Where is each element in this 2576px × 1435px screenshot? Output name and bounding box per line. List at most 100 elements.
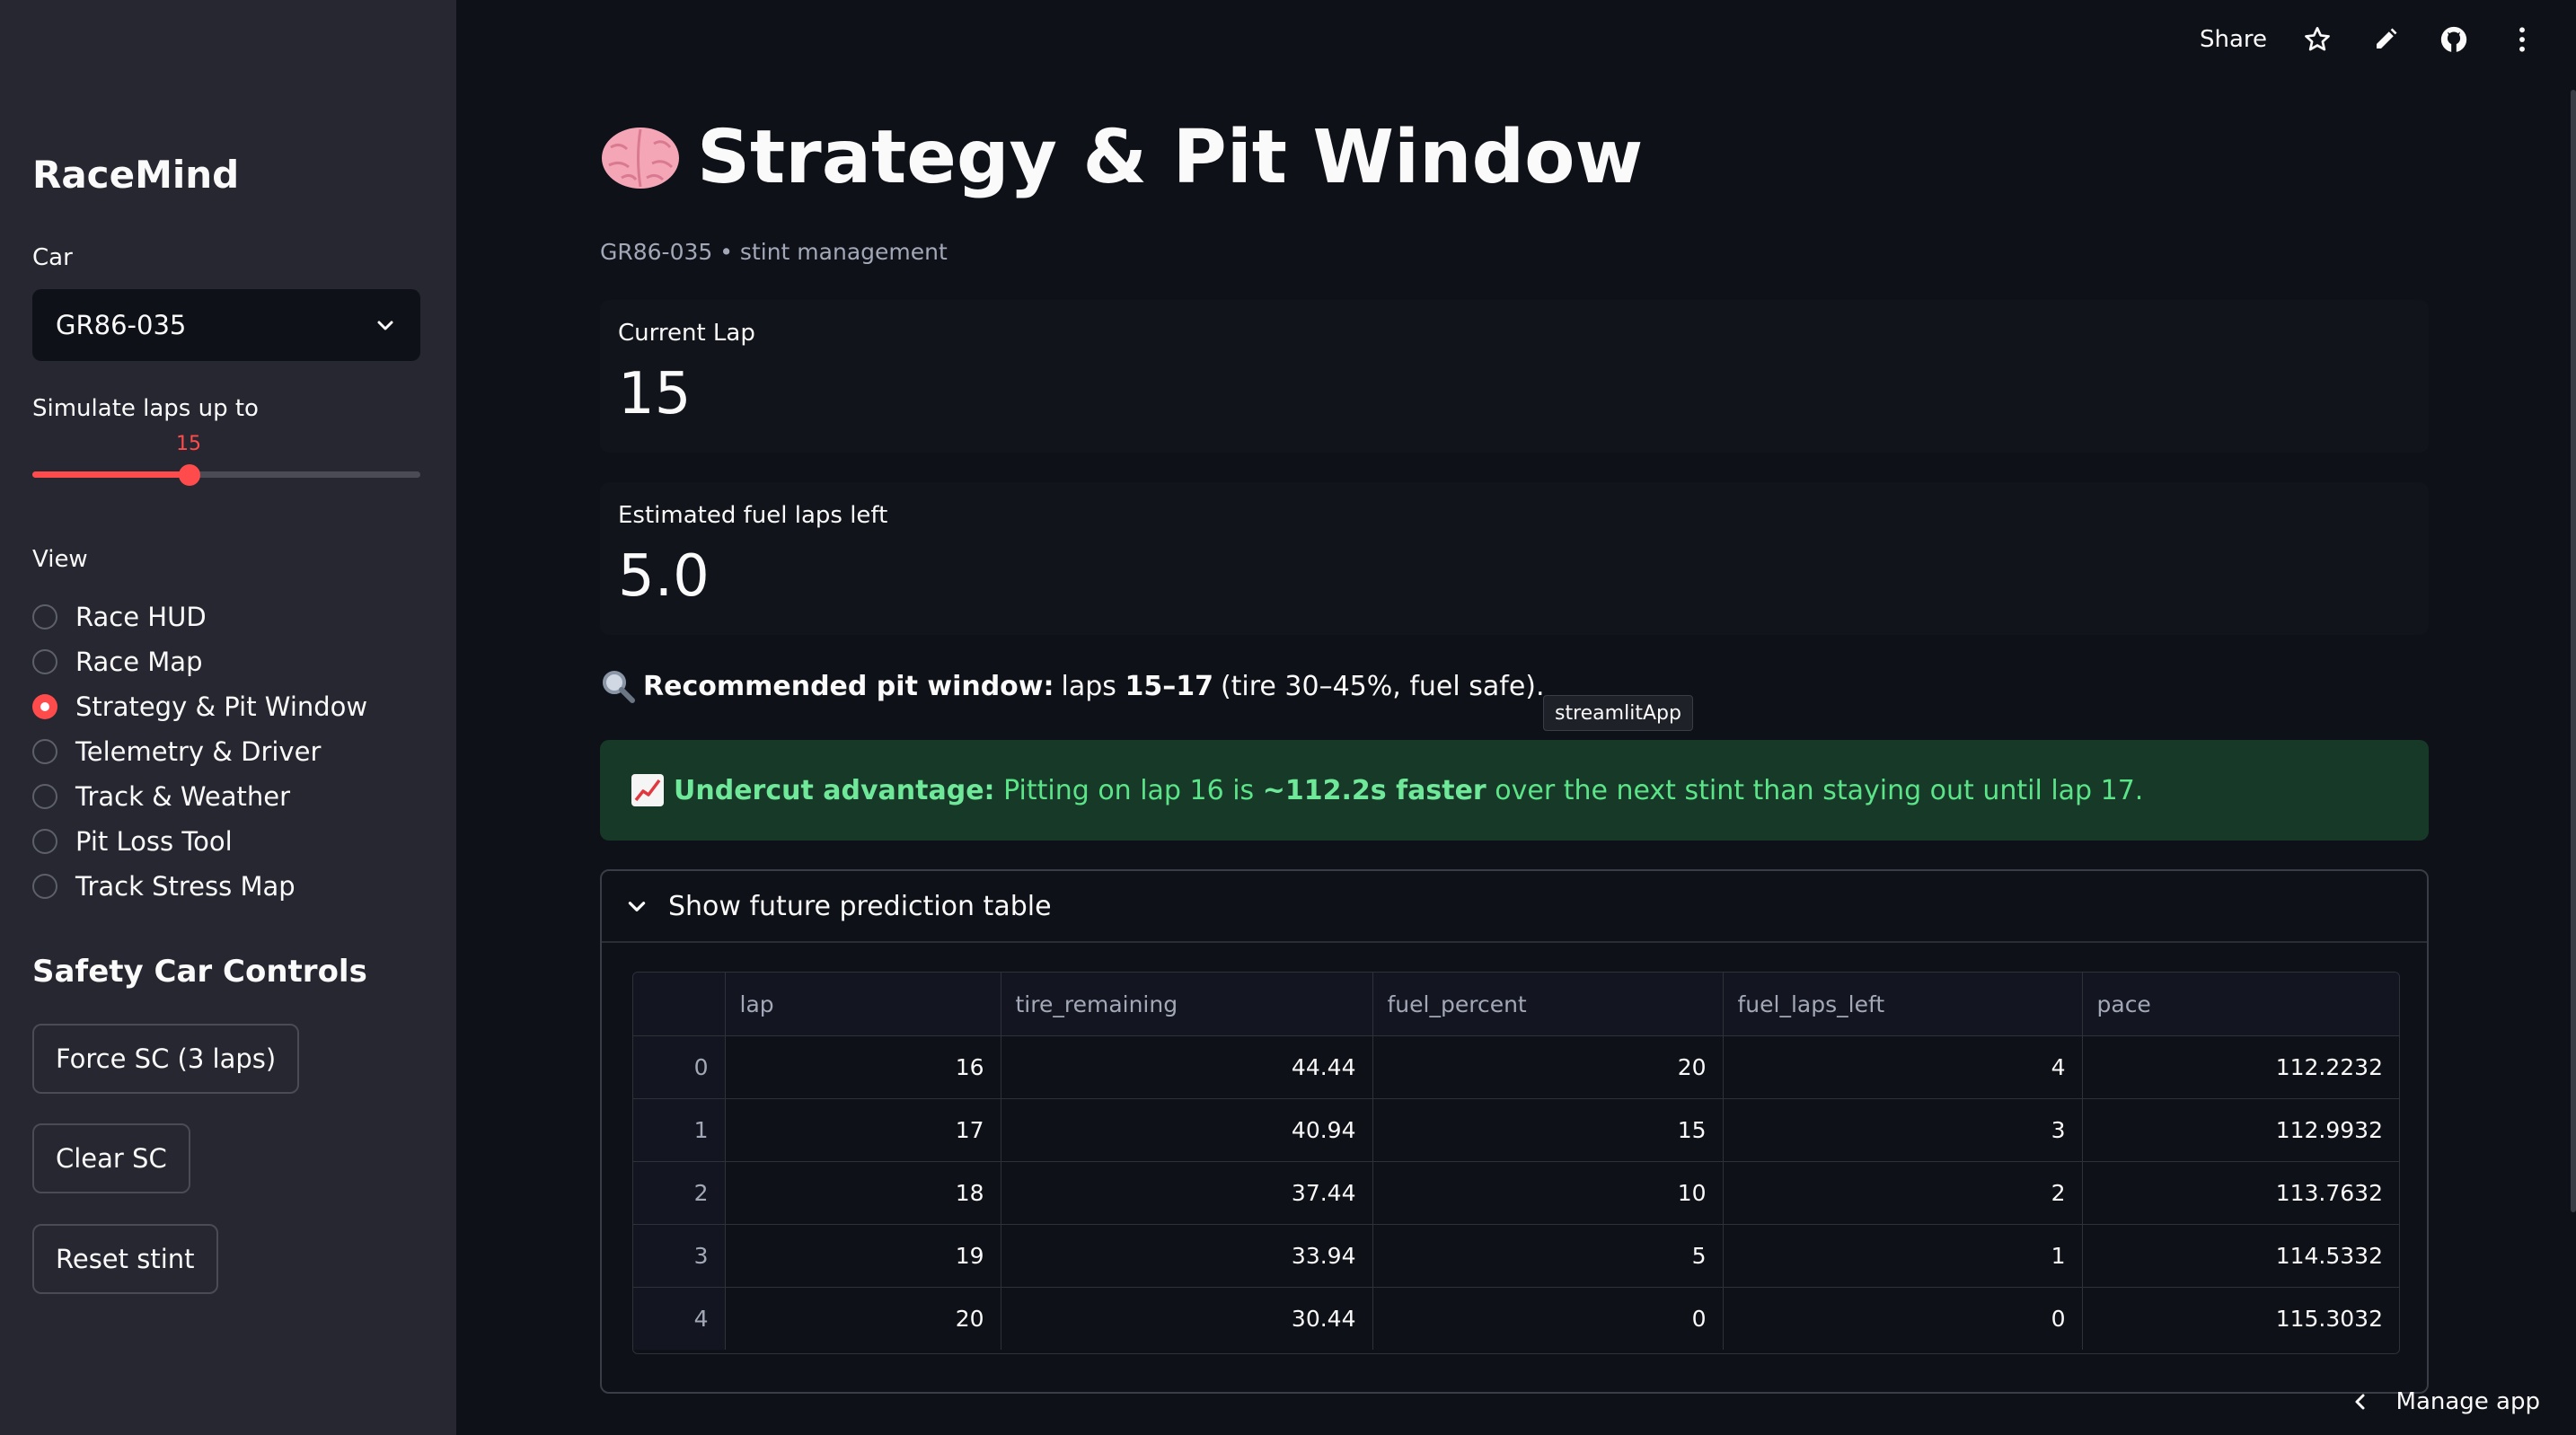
pit-window-recommendation: Recommended pit window: laps 15–17 (tire… [600,668,1545,704]
radio-label: Pit Loss Tool [75,826,233,857]
recommendation-pre: laps [1061,670,1116,702]
cell-fuel-laps-left[interactable]: 0 [1723,1287,2083,1350]
cell-tire-remaining[interactable]: 44.44 [1001,1035,1373,1099]
view-label: View [32,546,88,573]
page-title-text: Strategy & Pit Window [697,115,1644,200]
share-button[interactable]: Share [2199,26,2267,53]
cell-pace[interactable]: 113.7632 [2082,1161,2399,1225]
cell-fuel-percent[interactable]: 15 [1372,1098,1724,1162]
page-scrollbar[interactable] [2571,90,2576,1212]
force-sc-button[interactable]: Force SC (3 laps) [32,1024,300,1094]
metric-fuel-laps-left: Estimated fuel laps left 5.0 [600,482,2429,635]
radio-race-hud[interactable]: Race HUD [32,594,367,639]
radio-track-stress-map[interactable]: Track Stress Map [32,864,367,909]
table-row: 0 16 44.44 20 4 112.2232 [633,1035,2399,1099]
star-icon[interactable] [2299,22,2335,57]
radio-button-selected[interactable] [32,694,57,719]
radio-label: Race HUD [75,602,207,632]
safety-car-heading: Safety Car Controls [32,954,367,990]
radio-button[interactable] [32,739,57,764]
cell-fuel-laps-left[interactable]: 3 [1723,1098,2083,1162]
radio-race-map[interactable]: Race Map [32,639,367,684]
table-row: 2 18 37.44 10 2 113.7632 [633,1161,2399,1225]
undercut-label: Undercut advantage: [674,774,995,806]
prediction-table[interactable]: lap tire_remaining fuel_percent fuel_lap… [632,972,2400,1354]
car-select[interactable]: GR86-035 [32,289,420,361]
github-icon[interactable] [2436,22,2472,57]
radio-button[interactable] [32,604,57,629]
chevron-down-icon [628,902,646,911]
table-row: 1 17 40.94 15 3 112.9932 [633,1098,2399,1162]
cell-fuel-percent[interactable]: 10 [1372,1161,1724,1225]
cell-tire-remaining[interactable]: 37.44 [1001,1161,1373,1225]
view-radio-group: Race HUD Race Map Strategy & Pit Window … [32,594,367,909]
column-header-fuel-percent[interactable]: fuel_percent [1372,973,1724,1036]
radio-button[interactable] [32,784,57,809]
edit-icon[interactable] [2368,22,2404,57]
cell-fuel-percent[interactable]: 5 [1372,1224,1724,1288]
cell-pace[interactable]: 112.2232 [2082,1035,2399,1099]
radio-label: Telemetry & Driver [75,736,322,767]
page-caption: GR86-035 • stint management [600,239,948,265]
cell-fuel-percent[interactable]: 20 [1372,1035,1724,1099]
recommendation-detail: (tire 30–45%, fuel safe). [1220,670,1545,702]
expander-header[interactable]: Show future prediction table [602,871,2427,943]
brain-icon [602,127,679,189]
column-header-index[interactable] [633,973,726,1036]
magnifier-icon [603,671,635,703]
cell-pace[interactable]: 115.3032 [2275,1306,2383,1332]
radio-pit-loss-tool[interactable]: Pit Loss Tool [32,819,367,864]
row-index: 1 [633,1098,726,1162]
cell-pace[interactable]: 114.5332 [2082,1224,2399,1288]
slider-thumb[interactable] [179,464,200,486]
cell-fuel-laps-left[interactable]: 1 [1723,1224,2083,1288]
radio-label: Strategy & Pit Window [75,691,368,722]
table-row: 3 19 33.94 5 1 114.5332 [633,1224,2399,1288]
radio-strategy-pit-window[interactable]: Strategy & Pit Window [32,684,367,729]
metric-value: 5.0 [618,543,710,610]
radio-track-weather[interactable]: Track & Weather [32,774,367,819]
row-index: 4 [633,1287,726,1350]
cell-fuel-laps-left[interactable]: 4 [1723,1035,2083,1099]
cell-lap[interactable]: 17 [725,1098,1001,1162]
more-icon[interactable] [2504,22,2540,57]
undercut-post: over the next stint than staying out unt… [1495,774,2144,806]
expander-label: Show future prediction table [668,890,1052,922]
cell-lap[interactable]: 18 [725,1161,1001,1225]
chevron-left-icon [2355,1394,2365,1410]
clear-sc-button[interactable]: Clear SC [32,1123,190,1193]
cell-lap[interactable]: 16 [725,1035,1001,1099]
radio-button[interactable] [32,649,57,674]
reset-stint-button[interactable]: Reset stint [32,1224,218,1294]
radio-telemetry-driver[interactable]: Telemetry & Driver [32,729,367,774]
slider-value: 15 [176,433,201,455]
page-title: Strategy & Pit Window [600,115,1643,200]
row-index: 0 [633,1035,726,1099]
manage-app-button[interactable]: Manage app [2350,1388,2540,1415]
undercut-alert: Undercut advantage: Pitting on lap 16 is… [600,740,2429,841]
cell-lap[interactable]: 19 [725,1224,1001,1288]
tooltip: streamlitApp [1543,695,1693,731]
cell-fuel-percent[interactable]: 0 [1372,1287,1724,1350]
radio-button[interactable] [32,829,57,854]
column-header-fuel-laps-left[interactable]: fuel_laps_left [1723,973,2083,1036]
car-select-value: GR86-035 [56,310,187,340]
top-toolbar: Share [2200,22,2540,57]
cell-tire-remaining[interactable]: 40.94 [1001,1098,1373,1162]
cell-tire-remaining[interactable]: 33.94 [1001,1224,1373,1288]
metric-label: Current Lap [618,320,755,347]
radio-label: Track & Weather [75,781,291,812]
table-header-row: lap tire_remaining fuel_percent fuel_lap… [633,973,2399,1036]
column-header-pace[interactable]: pace [2082,973,2399,1036]
column-header-lap[interactable]: lap [725,973,1001,1036]
manage-app-label: Manage app [2395,1388,2540,1415]
cell-tire-remaining[interactable]: 30.44 [1001,1287,1373,1350]
column-header-tire-remaining[interactable]: tire_remaining [1001,973,1373,1036]
cell-fuel-laps-left[interactable]: 2 [1723,1161,2083,1225]
radio-button[interactable] [32,874,57,899]
slider-track[interactable] [32,471,420,478]
recommendation-label: Recommended pit window: [643,670,1054,702]
cell-lap[interactable]: 20 [725,1287,1001,1350]
radio-label: Race Map [75,647,203,677]
cell-pace[interactable]: 112.9932 [2082,1098,2399,1162]
